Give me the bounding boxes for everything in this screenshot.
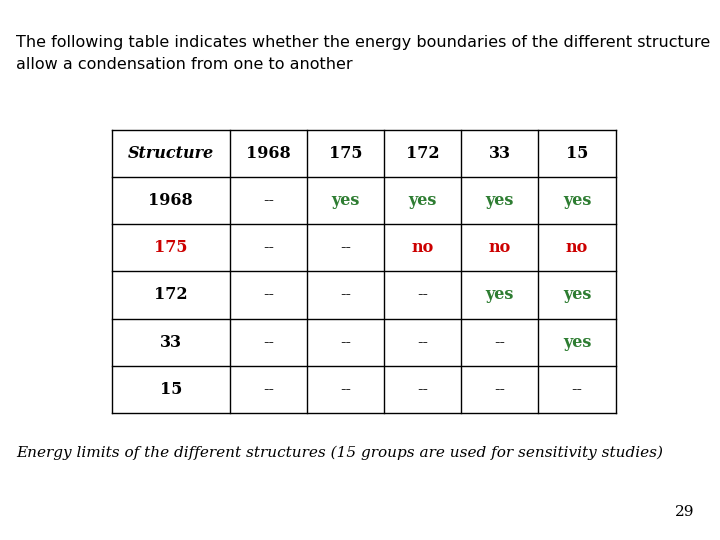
Text: 1968: 1968 — [148, 192, 193, 209]
Text: 15: 15 — [566, 145, 588, 161]
Text: 29: 29 — [675, 505, 695, 519]
Text: 172: 172 — [406, 145, 440, 161]
Text: --: -- — [263, 334, 274, 350]
Text: yes: yes — [409, 192, 437, 209]
Text: --: -- — [572, 381, 582, 398]
Text: 33: 33 — [489, 145, 511, 161]
Text: yes: yes — [331, 192, 360, 209]
Text: --: -- — [418, 287, 428, 303]
Text: 172: 172 — [154, 287, 188, 303]
Text: no: no — [489, 239, 511, 256]
Text: yes: yes — [563, 334, 591, 350]
Text: yes: yes — [486, 287, 514, 303]
Text: --: -- — [341, 239, 351, 256]
Text: no: no — [566, 239, 588, 256]
Text: --: -- — [263, 381, 274, 398]
Text: The following table indicates whether the energy boundaries of the different str: The following table indicates whether th… — [16, 35, 710, 50]
Text: yes: yes — [563, 287, 591, 303]
Text: allow a condensation from one to another: allow a condensation from one to another — [16, 57, 353, 72]
Text: 175: 175 — [154, 239, 188, 256]
Text: yes: yes — [486, 192, 514, 209]
Text: --: -- — [341, 334, 351, 350]
Text: 175: 175 — [329, 145, 362, 161]
Text: --: -- — [341, 287, 351, 303]
Text: yes: yes — [563, 192, 591, 209]
Text: 1968: 1968 — [246, 145, 291, 161]
Text: Energy limits of the different structures (15 groups are used for sensitivity st: Energy limits of the different structure… — [16, 446, 663, 460]
Text: Structure: Structure — [127, 145, 214, 161]
Text: --: -- — [418, 381, 428, 398]
Text: --: -- — [418, 334, 428, 350]
Text: --: -- — [263, 192, 274, 209]
Text: --: -- — [495, 381, 505, 398]
Text: 33: 33 — [160, 334, 182, 350]
Text: --: -- — [341, 381, 351, 398]
Text: 15: 15 — [160, 381, 182, 398]
Text: --: -- — [263, 287, 274, 303]
Text: no: no — [412, 239, 434, 256]
Text: --: -- — [495, 334, 505, 350]
Text: --: -- — [263, 239, 274, 256]
